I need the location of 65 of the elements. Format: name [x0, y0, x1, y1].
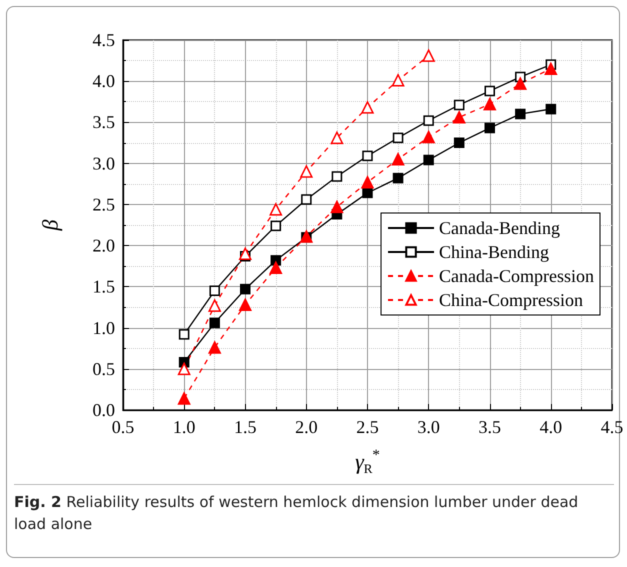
- point: [330, 132, 344, 144]
- x-tick-label: 3.0: [417, 417, 440, 437]
- point: [361, 176, 374, 188]
- point: [422, 49, 435, 62]
- point: [514, 77, 527, 90]
- point: [484, 122, 495, 134]
- y-tick-label: 2.0: [92, 236, 115, 256]
- point: [209, 286, 220, 296]
- point: [454, 100, 464, 110]
- point: [270, 220, 282, 232]
- y-tick-label: 0.0: [92, 400, 115, 420]
- point: [392, 132, 404, 144]
- point: [270, 203, 282, 216]
- caption: Fig. 2 Reliability results of western hemlock dimension lumber under dead load alone: [14, 493, 578, 533]
- y-tick-label: 3.0: [92, 153, 115, 174]
- legend-label: Canada-Bending: [439, 218, 560, 238]
- point: [209, 318, 220, 328]
- point: [392, 152, 404, 166]
- point: [362, 188, 373, 198]
- legend-label: China-Compression: [439, 290, 584, 310]
- point: [301, 194, 312, 205]
- x-tick-label: 0.5: [112, 417, 134, 437]
- y-axis-title: β: [38, 219, 62, 232]
- x-tick-label: 2.0: [295, 417, 318, 437]
- point: [484, 98, 496, 110]
- y-tick-label: 1.0: [92, 318, 115, 338]
- y-tick-label: 3.5: [92, 112, 115, 132]
- point: [423, 115, 434, 126]
- point: [392, 74, 404, 87]
- point: [240, 284, 250, 294]
- point: [361, 101, 374, 114]
- point: [300, 165, 313, 178]
- point: [239, 298, 252, 312]
- y-tick-label: 1.5: [92, 276, 115, 297]
- point: [178, 329, 190, 340]
- point: [208, 299, 221, 312]
- point: [392, 172, 404, 184]
- point: [484, 86, 495, 96]
- x-tick-label: 3.5: [478, 417, 501, 437]
- x-tick-label: 2.5: [356, 417, 379, 437]
- x-tick-label: 1.5: [234, 417, 256, 437]
- y-tick-label: 0.5: [92, 358, 115, 379]
- x-tick-label: 4.0: [540, 417, 562, 437]
- point: [423, 154, 434, 166]
- point: [454, 138, 464, 148]
- point: [515, 108, 526, 120]
- point: [208, 341, 221, 354]
- x-tick-label: 4.5: [600, 417, 624, 437]
- point: [239, 248, 252, 260]
- point: [332, 171, 342, 182]
- legend-label: Canada-Compression: [439, 266, 594, 286]
- point: [452, 111, 466, 124]
- point: [270, 262, 282, 274]
- x-tick-label: 1.0: [172, 417, 196, 437]
- point: [330, 200, 344, 214]
- point: [178, 362, 190, 376]
- y-tick-label: 2.5: [92, 194, 115, 214]
- point: [178, 392, 190, 405]
- point: [544, 62, 558, 76]
- point: [362, 150, 373, 162]
- point: [422, 130, 435, 144]
- y-tick-label: 4.0: [92, 71, 115, 92]
- legend-label: China-Bending: [439, 242, 550, 262]
- point: [546, 104, 556, 114]
- y-tick-label: 4.5: [92, 30, 115, 50]
